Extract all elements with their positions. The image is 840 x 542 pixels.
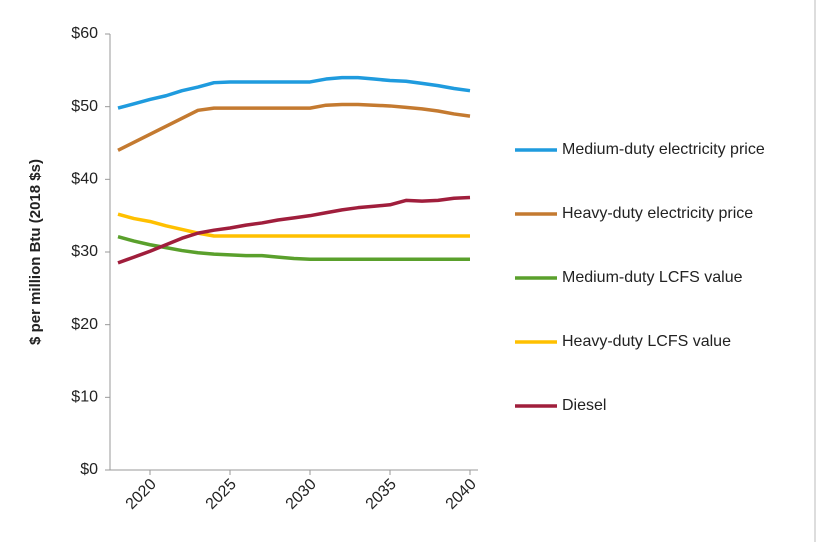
legend-label: Medium-duty LCFS value — [562, 269, 743, 286]
y-tick-label: $60 — [71, 25, 98, 42]
series-line — [117, 212, 470, 238]
legend-label: Heavy-duty LCFS value — [562, 333, 731, 350]
y-tick-label: $0 — [80, 461, 98, 478]
series-line — [117, 195, 471, 265]
y-tick-label: $40 — [71, 171, 98, 188]
x-tick-label: 2035 — [363, 476, 400, 513]
legend-label: Diesel — [562, 397, 606, 414]
y-tick-label: $50 — [71, 98, 98, 115]
x-tick-label: 2025 — [203, 476, 240, 513]
x-tick-label: 2030 — [283, 476, 320, 513]
y-axis-label: $ per million Btu (2018 $s) — [27, 159, 44, 345]
x-tick-label: 2020 — [123, 476, 160, 513]
y-tick-label: $10 — [71, 389, 98, 406]
legend-label: Heavy-duty electricity price — [562, 205, 753, 222]
legend-label: Medium-duty electricity price — [562, 141, 765, 158]
y-tick-label: $20 — [71, 316, 98, 333]
series-line — [117, 75, 471, 110]
series-line — [117, 235, 470, 262]
x-tick-label: 2040 — [443, 476, 480, 513]
y-tick-label: $30 — [71, 243, 98, 260]
series-line — [117, 102, 471, 152]
